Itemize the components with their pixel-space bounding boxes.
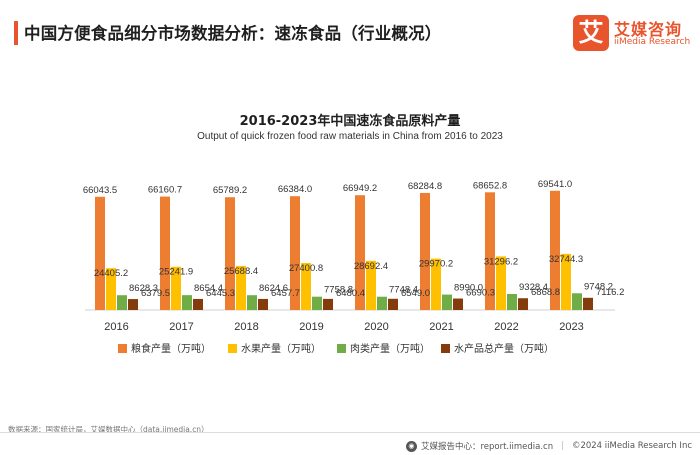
bar-2020-series-2	[366, 260, 376, 310]
x-tick-label: 2018	[234, 321, 258, 333]
footer-divider	[0, 432, 700, 433]
x-tick-label: 2023	[559, 321, 583, 333]
bar-2021-series-2	[431, 258, 441, 310]
bar-2017-series-2	[171, 266, 181, 310]
bar-2017-series-4	[193, 298, 203, 310]
data-label: 6457.7	[271, 288, 300, 299]
legend-swatch-3	[337, 344, 346, 353]
bar-2019-series-4	[323, 298, 333, 310]
data-label: 7758.8	[324, 285, 353, 296]
bar-2021-series-4	[453, 298, 463, 310]
x-tick-label: 2019	[299, 321, 323, 333]
x-tick-label: 2022	[494, 321, 518, 333]
bar-2016-series-3	[117, 295, 127, 310]
bar-2016-series-2	[106, 268, 116, 310]
data-label: 9328.4	[519, 282, 548, 293]
data-label: 6379.5	[141, 288, 170, 299]
report-center-icon: ◉	[405, 440, 417, 452]
legend-label-2: 水果产量（万吨）	[241, 342, 321, 355]
title-accent-bar	[14, 21, 18, 45]
bar-2021-series-1	[420, 192, 430, 310]
page-title: 中国方便食品细分市场数据分析：速冻食品（行业概况）	[24, 24, 442, 43]
bar-2017-series-1	[160, 196, 170, 310]
x-tick-label: 2016	[104, 321, 128, 333]
footer-right: ◉ 艾媒报告中心：report.iimedia.cn | ©2024 iiMed…	[405, 440, 692, 452]
data-label: 65789.2	[213, 185, 247, 196]
data-label: 7116.2	[596, 287, 624, 298]
legend-swatch-2	[228, 344, 237, 353]
bar-2018-series-3	[247, 295, 257, 310]
data-label: 66043.5	[83, 185, 117, 196]
data-label: 6480.4	[336, 288, 365, 299]
footer-report-center[interactable]: 艾媒报告中心：report.iimedia.cn	[420, 442, 554, 452]
footer-separator: |	[561, 441, 564, 451]
bar-2023-series-3	[572, 293, 582, 310]
bar-2020-series-4	[388, 298, 398, 310]
data-label: 25241.9	[159, 267, 193, 278]
data-label: 31296.2	[484, 256, 518, 267]
data-label: 8654.4	[194, 283, 223, 294]
legend-swatch-4	[441, 344, 450, 353]
bar-2018-series-2	[236, 265, 246, 310]
legend-swatch-1	[118, 344, 127, 353]
bar-2020-series-1	[355, 195, 365, 310]
bar-2019-series-2	[301, 263, 311, 310]
data-label: 66384.0	[278, 184, 312, 195]
data-label: 32744.3	[549, 254, 583, 265]
bar-2022-series-4	[518, 298, 528, 310]
data-label: 29970.2	[419, 259, 453, 270]
logo-name-en: iiMedia Research	[614, 37, 691, 47]
bar-2023-series-1	[550, 190, 560, 310]
data-label: 69541.0	[538, 179, 572, 190]
logo-name-cn: 艾媒咨询	[614, 20, 683, 39]
data-label: 8990.0	[454, 283, 483, 294]
data-label: 24405.2	[94, 268, 128, 279]
brand-logo: 艾 艾媒咨询 iiMedia Research	[573, 15, 693, 55]
data-label: 8624.6	[259, 283, 288, 294]
data-label: 25688.4	[224, 266, 258, 277]
data-label: 9748.2	[584, 281, 613, 292]
bar-2016-series-4	[128, 299, 138, 310]
logo-mark-icon: 艾	[573, 15, 609, 51]
bar-2018-series-1	[225, 197, 235, 310]
bar-2022-series-2	[496, 256, 506, 310]
bar-2021-series-3	[442, 294, 452, 310]
legend-label-4: 水产品总产量（万吨）	[454, 342, 554, 355]
bar-2023-series-2	[561, 253, 571, 310]
bar-2022-series-3	[507, 294, 517, 310]
chart-subtitle: Output of quick frozen food raw material…	[197, 131, 503, 142]
data-label: 6690.3	[466, 288, 495, 299]
data-label: 27400.8	[289, 263, 323, 274]
bar-2023-series-4	[583, 297, 593, 310]
x-tick-label: 2017	[169, 321, 193, 333]
data-label: 6445.3	[206, 288, 235, 299]
data-label: 6868.8	[531, 287, 560, 298]
bar-2019-series-1	[290, 196, 300, 310]
data-label: 68284.8	[408, 181, 442, 192]
legend-label-1: 粮食产量（万吨）	[131, 342, 211, 355]
data-label: 66160.7	[148, 185, 182, 196]
x-tick-label: 2020	[364, 321, 388, 333]
data-label: 28692.4	[354, 261, 388, 272]
bar-2019-series-3	[312, 296, 322, 310]
footer-source: 数据来源：国家统计局，艾媒数据中心（data.iimedia.cn）	[8, 425, 209, 434]
bar-2022-series-1	[485, 192, 495, 310]
chart-title: 2016-2023年中国速冻食品原料产量	[239, 114, 461, 129]
footer-copyright: ©2024 iiMedia Research Inc	[571, 441, 692, 451]
data-label: 68652.8	[473, 180, 507, 191]
bar-2016-series-1	[95, 196, 105, 310]
data-label: 7748.4	[389, 285, 418, 296]
data-label: 6549.0	[401, 288, 430, 299]
bar-2018-series-4	[258, 298, 268, 310]
data-label: 8628.3	[129, 283, 158, 294]
data-label: 66949.2	[343, 183, 377, 194]
x-tick-label: 2021	[429, 321, 453, 333]
bar-2020-series-3	[377, 296, 387, 310]
legend-label-3: 肉类产量（万吨）	[350, 342, 430, 355]
bar-2017-series-3	[182, 295, 192, 310]
